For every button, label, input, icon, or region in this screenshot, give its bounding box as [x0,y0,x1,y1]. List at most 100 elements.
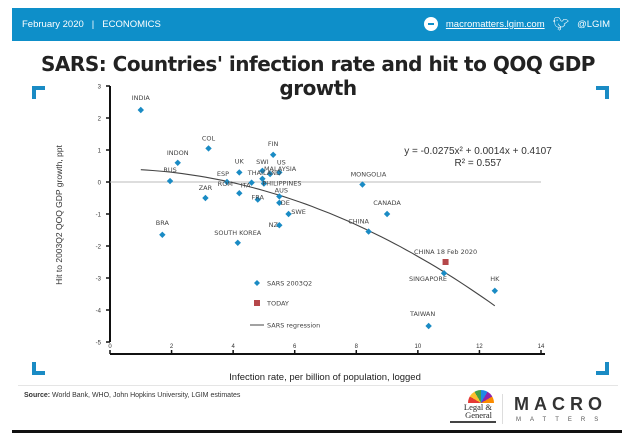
header-bar: February 2020 | ECONOMICS macromatters.lgi… [12,8,620,41]
data-point-esp [223,178,231,186]
data-point-malaysia [266,170,274,178]
legend-marker-diamond [254,280,260,286]
y-tick-label: -5 [96,341,102,347]
point-label: UK [235,157,245,165]
corner-bracket-top-right [596,86,609,99]
point-label: CANADA [373,199,401,207]
point-label: AUS [275,186,288,194]
y-tick-label: 0 [98,181,102,187]
point-label: ITA [241,182,251,190]
point-label: INDON [167,149,189,157]
data-point-ita [248,179,255,186]
axes [106,85,545,355]
footer-rule [12,430,622,433]
y-tick-label: 3 [98,85,102,91]
point-label: PHILIPPINES [262,180,301,188]
point-label: NZ [269,221,279,229]
data-point-de [276,199,283,206]
regression-line [140,169,496,307]
y-tick-label: -1 [96,213,102,219]
website-link[interactable]: macromatters.lgim.com [445,18,545,30]
point-label: SWI [256,158,269,166]
data-point-indon [174,159,181,166]
y-axis-label: Hit to 2003Q2 QOQ GDP growth, ppt [54,145,64,285]
data-point-rom [236,190,243,197]
data-point-singapore [440,270,448,277]
point-label: MALAYSIA [264,165,297,173]
data-point-rus [166,177,174,185]
r-squared: R² = 0.557 [455,158,502,169]
point-label: TAIWAN [409,310,435,318]
corner-bracket-bottom-left [32,362,45,375]
data-point-philippines [260,180,268,187]
point-label: INDIA [132,94,151,102]
chart-title: SARS: Countries' infection rate and hit … [41,52,595,100]
data-point-uk [236,169,243,176]
y-tick-label: 2 [98,117,102,123]
legend-marker-square [254,300,260,306]
point-label: FIN [268,140,279,148]
logo-separator [502,394,503,424]
point-label: THAILAND [247,169,281,177]
lg-line2: General [465,410,492,420]
x-tick-label: 2 [170,344,174,350]
today-point-china-18-feb-2020 [442,259,449,265]
x-tick-label: 6 [293,344,297,350]
point-label: COL [202,134,216,142]
matters-logo: MATTERS [516,417,608,423]
legend: SARS 2003Q2 TODAY SARS regression [250,280,320,330]
legend-label: SARS 2003Q2 [267,280,312,288]
corner-bracket-top-left [32,86,45,99]
data-point-zar [202,194,209,202]
data-point-thailand [259,175,266,182]
data-point-canada [383,210,391,218]
point-label: BRA [156,219,170,227]
regression-equation: y = -0.0275x² + 0.0014x + 0.4107 [404,146,552,157]
legend-label: SARS regression [267,322,320,330]
source-note: Source: World Bank, WHO, John Hopkins Un… [24,392,240,399]
data-point-south-korea [234,239,241,246]
x-tick-label: 8 [355,344,359,350]
legal-general-wordmark: Legal & General [452,403,492,420]
data-point-taiwan [425,322,432,330]
legal-general-logo: Legal & General [450,390,498,426]
point-label: CHINA 18 Feb 2020 [414,248,477,256]
point-label: ZAR [199,184,213,192]
source-text: World Bank, WHO, John Hopkins University… [50,392,241,399]
point-label: FRA [252,194,265,202]
point-labels: INDIA INDON COL RUS ESP ZAR ROM UK FIN US SWIMALAY… [132,94,500,318]
point-label: MONGOLIA [351,171,387,179]
x-tick-label: 4 [231,344,235,350]
data-point-fra [254,196,261,203]
point-label: US [277,158,286,166]
data-point-mongolia [359,181,366,188]
data-point-us [276,169,283,176]
macro-logo: MACRO [514,394,607,414]
data-point-fin [269,151,277,158]
lg-underline [450,421,496,423]
header-date: February 2020 [22,19,84,30]
x-tick-label: 14 [538,344,545,350]
header-right: macromatters.lgim.com 🐦︎ @LGIM [423,16,610,32]
twitter-handle[interactable]: @LGIM [577,18,610,30]
x-tick-label: 0 [108,344,112,350]
data-point-col [205,145,212,152]
data-point-swi [259,167,266,174]
corner-bracket-bottom-right [596,362,609,375]
data-point-nz [276,222,283,229]
umbrella-icon [468,390,494,403]
globe-icon [423,17,438,31]
point-label: ESP [217,170,229,178]
data-point-aus [276,193,283,200]
point-label: SOUTH KOREA [214,229,262,237]
footer-divider [18,385,618,386]
point-label: ROM [218,180,233,188]
point-label: SWE [291,208,306,216]
data-point-swe [285,210,292,218]
point-label: CHINA [348,218,369,226]
x-axis-label: Infection rate, per billion of populatio… [229,372,421,383]
data-points [137,106,499,330]
twitter-icon[interactable]: 🐦︎ [552,16,570,31]
data-point-hk [491,287,499,294]
